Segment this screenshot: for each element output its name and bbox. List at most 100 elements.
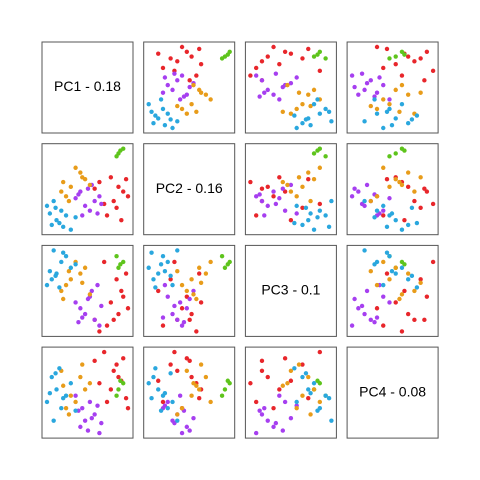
point — [63, 194, 69, 199]
point — [248, 381, 253, 386]
point — [280, 109, 285, 115]
point — [311, 387, 317, 392]
point — [85, 296, 91, 302]
point — [265, 203, 270, 209]
point — [191, 415, 196, 421]
point — [329, 198, 334, 204]
point — [114, 205, 119, 210]
point — [68, 184, 74, 190]
point — [68, 381, 74, 386]
point — [198, 280, 204, 285]
point — [156, 51, 161, 56]
point — [114, 277, 119, 282]
point — [61, 250, 66, 255]
panel-frame — [41, 41, 134, 134]
point — [384, 250, 390, 255]
point — [87, 182, 93, 188]
point — [108, 175, 114, 180]
point — [265, 54, 270, 59]
point — [179, 405, 185, 411]
point — [362, 311, 367, 317]
point — [393, 217, 398, 223]
point — [356, 92, 361, 97]
point — [300, 205, 305, 210]
point — [80, 315, 85, 320]
point — [414, 220, 420, 226]
point — [308, 103, 313, 109]
point — [78, 271, 83, 276]
point — [59, 208, 64, 213]
point — [149, 250, 154, 255]
point — [184, 424, 190, 430]
point — [280, 383, 285, 388]
point — [108, 300, 114, 305]
point — [104, 213, 110, 218]
point — [181, 319, 187, 325]
point — [387, 253, 392, 259]
point — [259, 412, 265, 417]
point — [381, 65, 386, 71]
point — [262, 213, 267, 218]
point — [349, 73, 355, 78]
point — [191, 292, 196, 297]
point — [329, 418, 334, 423]
point — [165, 405, 170, 411]
point — [271, 194, 276, 199]
point — [418, 280, 423, 285]
point — [121, 294, 126, 299]
point — [177, 393, 183, 398]
point — [179, 106, 185, 112]
point — [104, 323, 110, 328]
point — [194, 383, 199, 388]
point — [294, 211, 299, 216]
point — [61, 296, 66, 302]
point — [393, 116, 398, 121]
panel-frame — [244, 244, 337, 337]
point — [114, 154, 119, 159]
point — [306, 176, 311, 182]
point — [282, 49, 288, 54]
point — [300, 101, 305, 107]
point — [288, 368, 294, 373]
point — [402, 217, 407, 223]
point — [225, 378, 230, 383]
point — [89, 288, 94, 294]
point — [85, 186, 91, 191]
point — [315, 408, 320, 413]
point — [282, 356, 288, 361]
point — [95, 403, 100, 408]
point — [54, 387, 59, 392]
point — [393, 271, 398, 276]
point — [397, 109, 402, 115]
point — [412, 59, 417, 64]
point — [59, 405, 64, 411]
point — [273, 201, 279, 207]
point — [294, 106, 299, 112]
point — [280, 428, 285, 433]
point — [49, 222, 54, 228]
point — [402, 262, 407, 267]
point — [59, 189, 64, 194]
point — [364, 182, 370, 188]
point — [374, 90, 380, 95]
point — [306, 396, 311, 401]
point — [57, 366, 62, 371]
point — [198, 362, 204, 367]
panel-frame — [346, 346, 439, 439]
point — [73, 393, 78, 398]
point — [156, 387, 161, 392]
point — [95, 282, 100, 288]
point — [189, 277, 194, 282]
point — [292, 366, 297, 371]
point — [187, 317, 192, 323]
point — [175, 78, 180, 83]
point — [97, 194, 102, 199]
point — [311, 54, 317, 59]
point — [197, 387, 202, 392]
point — [47, 211, 53, 216]
point — [114, 253, 119, 259]
point — [63, 253, 69, 259]
point — [208, 97, 213, 102]
point — [219, 56, 225, 61]
point — [412, 288, 417, 294]
